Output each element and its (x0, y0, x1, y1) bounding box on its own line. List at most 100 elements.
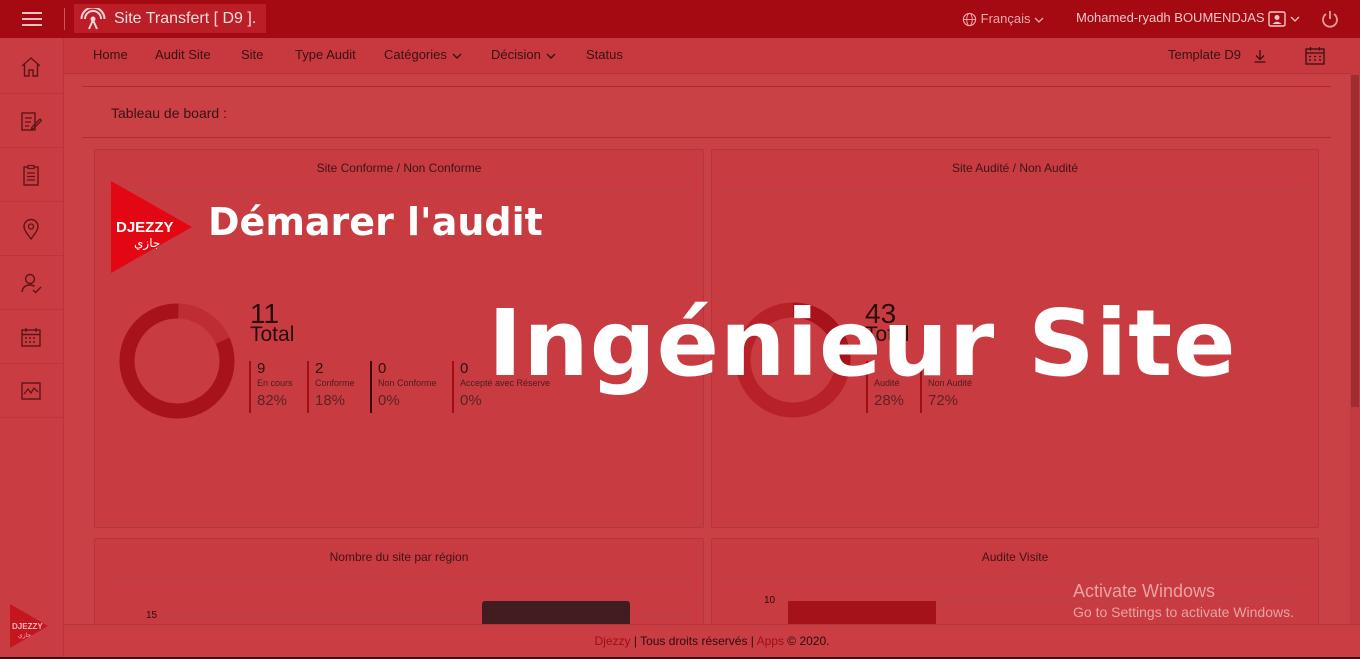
stat-value: 0 (378, 360, 387, 377)
divider (82, 137, 1331, 138)
total-label: Total (865, 323, 910, 346)
overlay-logo-text: DJEZZY (116, 219, 174, 236)
main-menu: Home Audit Site Site Type Audit Catégori… (64, 38, 1360, 74)
menu-item-home[interactable]: Home (93, 47, 128, 62)
overlay-start-audit-title: Démarer l'audit (208, 200, 543, 244)
sidebar-item-calendar[interactable] (0, 310, 63, 364)
stat-value: 2 (315, 360, 324, 377)
edit-icon (21, 112, 42, 131)
stat-non-conforme: 0 Non Conforme 0% (370, 361, 437, 413)
sidebar-logo-arabic: جازي (18, 632, 31, 639)
overlay-logo-arabic: جازي (134, 236, 160, 251)
menu-item-status[interactable]: Status (586, 47, 623, 62)
footer: Djezzy | Tous droits réservés | Apps © 2… (64, 624, 1360, 658)
sidebar: DJEZZY جازي (0, 38, 64, 659)
sidebar-item-activity[interactable] (0, 364, 63, 418)
app-brand[interactable]: Site Transfert [ D9 ]. (74, 4, 266, 33)
stat-percent: 0% (460, 392, 482, 409)
download-icon (1254, 49, 1266, 63)
watermark-line-2: Go to Settings to activate Windows. (1073, 604, 1294, 620)
menu-item-site[interactable]: Site (241, 47, 264, 62)
divider (0, 657, 1360, 659)
stat-percent: 0% (378, 392, 400, 409)
stat-percent: 18% (315, 392, 346, 409)
stat-non-audite: 3 Non Audité 72% (920, 361, 972, 413)
menu-item-categories-label: Catégories (384, 47, 447, 62)
scrollbar-thumb[interactable] (1351, 75, 1359, 407)
user-name: Mohamed-ryadh BOUMENDJAS (1076, 10, 1265, 25)
card-site-audite: Site Audité / Non Audité 43 Total Audité… (711, 149, 1319, 528)
card-audite-visite: Audite Visite 10 (711, 538, 1319, 631)
total-value: 11 (250, 298, 280, 329)
chevron-down-icon (1034, 17, 1044, 23)
divider (64, 8, 65, 30)
djezzy-logo-icon: DJEZZY جازي (111, 181, 192, 273)
divider (105, 190, 693, 191)
overlay-role-title: Ingénieur Site (488, 290, 1237, 397)
user-card-icon (1268, 10, 1286, 27)
total-label: Total (250, 323, 295, 346)
footer-apps-link[interactable]: Apps (756, 634, 784, 648)
sidebar-item-location[interactable] (0, 202, 63, 256)
windows-activation-watermark: Activate Windows Go to Settings to activ… (1073, 581, 1294, 622)
page-title: Tableau de board : (111, 105, 227, 121)
watermark-line-1: Activate Windows (1073, 581, 1216, 601)
menu-item-decision[interactable]: Décision (491, 47, 556, 62)
card-site-conforme: Site Conforme / Non Conforme 11 Total 9 … (94, 149, 704, 528)
stat-label: En cours (257, 378, 293, 388)
menu-item-type-audit[interactable]: Type Audit (295, 47, 356, 62)
card-title: Nombre du site par région (329, 550, 469, 564)
axis-tick: 10 (764, 595, 776, 606)
app-title: Site Transfert [ D9 ]. (114, 10, 257, 27)
chevron-down-icon (452, 53, 462, 59)
divider (105, 579, 693, 580)
chevron-down-icon (546, 53, 556, 59)
language-selector[interactable]: Français (962, 11, 1044, 27)
antenna-icon (80, 8, 106, 30)
scrollbar[interactable] (1350, 73, 1360, 626)
stat-label: Non Audité (928, 378, 973, 388)
gridline (780, 601, 1305, 602)
stat-label: Audité (874, 378, 900, 388)
calendar-icon[interactable] (1305, 46, 1325, 65)
menu-item-categories[interactable]: Catégories (384, 47, 462, 62)
user-menu[interactable]: Mohamed-ryadh BOUMENDJAS (1076, 10, 1300, 27)
sidebar-item-user-check[interactable] (0, 256, 63, 310)
divider (82, 86, 1331, 87)
template-label: Template D9 (1168, 47, 1241, 62)
stat-percent: 72% (928, 392, 959, 409)
top-bar: Site Transfert [ D9 ]. Français Mohamed-… (0, 0, 1360, 38)
power-icon[interactable] (1320, 9, 1340, 29)
sidebar-item-clipboard[interactable] (0, 148, 63, 202)
sidebar-item-home[interactable] (0, 40, 63, 94)
djezzy-logo-icon: DJEZZY جازي (10, 604, 48, 648)
location-pin-icon (23, 218, 39, 240)
stat-accepte-reserve: 0 Accepté avec Réserve 0% (452, 361, 550, 413)
donut-chart-audite (735, 302, 851, 418)
hamburger-menu-icon[interactable] (22, 12, 42, 26)
template-download-button[interactable]: Template D9 (1168, 47, 1267, 63)
footer-brand-link[interactable]: Djezzy (594, 634, 631, 648)
card-title: Site Audité / Non Audité (951, 161, 1079, 175)
clipboard-icon (23, 164, 39, 186)
language-label: Français (980, 11, 1031, 26)
stat-value: 0 (460, 360, 469, 377)
calendar-icon (21, 328, 41, 347)
footer-text: Djezzy | Tous droits réservés | Apps © 2… (64, 634, 1360, 648)
home-icon (21, 57, 41, 77)
menu-item-audit-site[interactable]: Audit Site (155, 47, 211, 62)
footer-rights: | Tous droits réservés | (630, 634, 757, 648)
divider (722, 579, 1308, 580)
menu-item-decision-label: Décision (491, 47, 541, 62)
stat-value: 9 (257, 360, 266, 377)
stat-en-cours: 9 En cours 82% (249, 361, 293, 413)
donut-chart-conforme (119, 303, 235, 419)
total-value: 43 (865, 298, 897, 329)
sidebar-logo-text: DJEZZY (12, 622, 43, 631)
gridline (160, 616, 690, 617)
sidebar-item-edit[interactable] (0, 94, 63, 148)
divider (722, 190, 1308, 191)
footer-copyright: © 2020. (783, 634, 830, 648)
stat-label: Non Conforme (378, 378, 437, 388)
chevron-down-icon (1290, 16, 1300, 22)
